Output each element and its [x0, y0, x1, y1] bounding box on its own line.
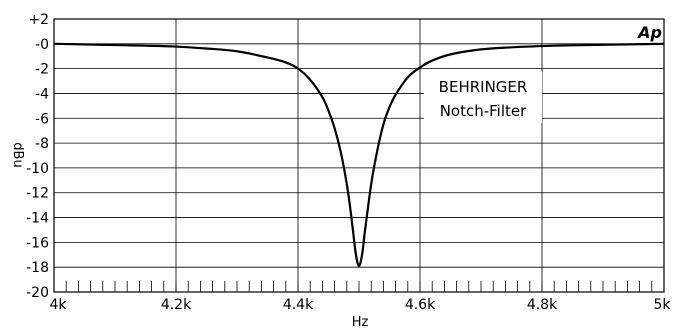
- ap-logo: Ap: [636, 20, 663, 42]
- x-tick-label: 4.4k: [283, 297, 314, 313]
- y-tick-label: -6: [35, 111, 49, 127]
- y-tick-label: -16: [26, 235, 49, 251]
- y-tick-label: -8: [35, 136, 49, 152]
- x-axis-label: Hz: [352, 315, 369, 328]
- plot-frame: [53, 18, 665, 293]
- y-tick-label: -4: [35, 86, 49, 102]
- x-minor-ticks: [65, 281, 653, 292]
- y-tick-label: -18: [26, 260, 49, 276]
- x-tick-label: 4k: [49, 297, 67, 313]
- y-tick-label: -12: [26, 186, 49, 202]
- annotation-line-1: BEHRINGER: [439, 78, 528, 96]
- series-line-notch-response: [53, 42, 665, 268]
- y-tick-label: -0: [35, 37, 49, 53]
- grid: [53, 18, 665, 293]
- y-tick-label: -20: [26, 285, 49, 301]
- y-axis-label: dBu: [10, 142, 25, 167]
- ap-logo-text: Ap: [636, 23, 662, 42]
- y-tick-label: +2: [28, 12, 49, 28]
- y-axis-label-text: dBu: [10, 142, 25, 167]
- x-tick-label: 5k: [653, 297, 671, 313]
- y-tick-label: -10: [26, 161, 49, 177]
- annotation-box: [424, 71, 542, 123]
- x-tick-label: 4.6k: [405, 297, 436, 313]
- y-tick-label: -2: [35, 62, 49, 78]
- x-tick-label: 4.8k: [527, 297, 558, 313]
- x-tick-label: 4.2k: [161, 297, 192, 313]
- annotation-line-2: Notch-Filter: [440, 102, 527, 120]
- x-axis-tick-labels: 4k 4.2k 4.4k 4.6k 4.8k 5k: [49, 297, 671, 313]
- y-axis-tick-labels: +2 -0 -2 -4 -6 -8 -10 -12 -14 -16 -18 -20: [26, 12, 49, 301]
- y-tick-label: -14: [26, 211, 49, 227]
